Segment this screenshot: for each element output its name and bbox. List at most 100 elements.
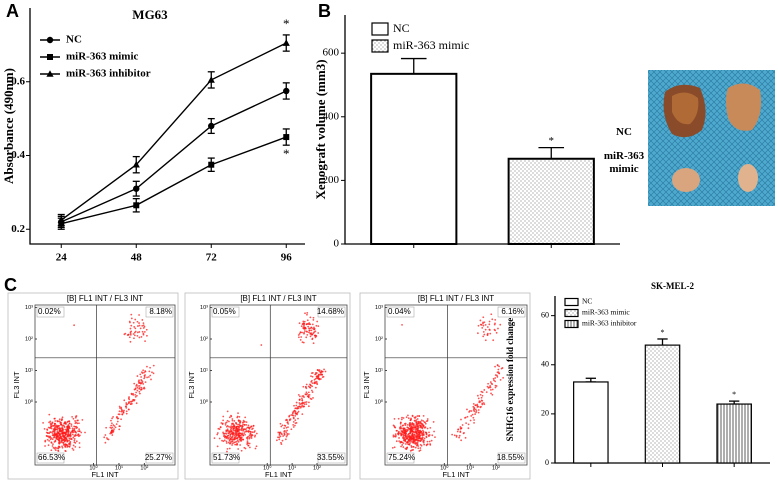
event-dot xyxy=(308,386,311,389)
event-dot xyxy=(225,442,228,444)
event-dot xyxy=(50,431,52,434)
event-dot xyxy=(229,426,232,429)
event-dot xyxy=(491,393,494,396)
event-dot xyxy=(307,325,310,328)
event-dot xyxy=(308,329,311,332)
event-dot xyxy=(404,434,407,437)
event-dot xyxy=(116,415,118,418)
event-dot xyxy=(68,437,71,440)
event-dot xyxy=(316,369,319,371)
photo-label: miR-363 mimic xyxy=(604,150,644,175)
event-dot xyxy=(423,437,426,440)
event-dot xyxy=(71,415,74,418)
event-dot xyxy=(309,397,312,400)
significance-mark: * xyxy=(661,328,665,337)
event-dot xyxy=(222,440,225,443)
event-dot xyxy=(240,429,243,432)
event-dot xyxy=(78,430,81,433)
event-dot xyxy=(60,429,63,432)
event-dot xyxy=(404,440,407,443)
event-dot xyxy=(301,331,303,334)
event-dot xyxy=(301,395,304,398)
event-dot xyxy=(227,432,230,434)
event-dot xyxy=(243,428,246,430)
event-dot xyxy=(297,334,300,336)
quadrant-events xyxy=(42,413,86,452)
event-dot xyxy=(314,377,317,380)
event-dot xyxy=(280,432,283,435)
event-dot xyxy=(118,410,121,413)
event-dot xyxy=(459,430,462,433)
event-dot xyxy=(399,425,402,428)
event-dot xyxy=(417,422,420,425)
event-dot xyxy=(429,444,432,446)
event-dot xyxy=(136,331,139,334)
event-dot xyxy=(489,385,492,387)
quadrant-label-bg xyxy=(145,452,174,464)
quadrant-label-bg xyxy=(317,306,346,318)
bar xyxy=(644,344,681,464)
event-dot xyxy=(226,450,228,453)
event-dot xyxy=(251,434,254,437)
event-dot xyxy=(298,402,301,404)
event-dot xyxy=(404,438,407,441)
event-dot xyxy=(138,379,140,382)
event-dot xyxy=(66,439,68,441)
event-dot xyxy=(53,429,56,432)
event-dot xyxy=(415,421,418,423)
event-dot xyxy=(222,432,225,435)
event-dot xyxy=(50,441,53,444)
event-dot xyxy=(421,427,424,430)
point xyxy=(57,216,65,223)
event-dot xyxy=(295,404,298,407)
event-dot xyxy=(237,448,240,450)
event-dot xyxy=(405,433,408,435)
event-dot xyxy=(230,438,233,441)
event-dot xyxy=(58,418,61,421)
event-dot xyxy=(424,422,427,425)
event-dot xyxy=(496,371,499,374)
event-dot xyxy=(414,446,417,449)
event-dot xyxy=(144,374,146,376)
event-dot xyxy=(241,425,244,427)
event-dot xyxy=(140,376,143,378)
event-dot xyxy=(417,430,419,432)
panel-label: B xyxy=(318,1,331,21)
event-dot xyxy=(413,419,416,422)
event-dot xyxy=(410,423,413,426)
plot-title: [B] FL1 INT / FL3 INT xyxy=(240,294,316,303)
y-tick-label: 0 xyxy=(545,458,549,467)
event-dot xyxy=(427,434,430,437)
event-dot xyxy=(109,432,112,435)
event-dot xyxy=(59,435,62,438)
event-dot xyxy=(494,380,497,383)
quadrant-label: 33.55% xyxy=(317,453,344,462)
y-tick-label: 400 xyxy=(323,110,340,122)
event-dot xyxy=(138,331,141,333)
event-dot xyxy=(324,370,327,373)
event-dot xyxy=(62,430,64,432)
event-dot xyxy=(421,433,423,436)
event-dot xyxy=(416,418,419,420)
event-dot xyxy=(69,434,72,437)
event-dot xyxy=(481,399,484,402)
event-dot xyxy=(413,426,416,429)
event-dot xyxy=(305,323,308,326)
event-dot xyxy=(64,436,66,439)
error-bar xyxy=(657,338,668,346)
event-dot xyxy=(70,438,73,441)
event-dot xyxy=(229,442,232,445)
event-dot xyxy=(69,442,72,445)
point xyxy=(207,76,215,83)
event-dot xyxy=(44,439,47,442)
x-tick-label: 72 xyxy=(206,252,218,264)
event-dot xyxy=(235,427,238,430)
error-bar xyxy=(538,146,565,160)
event-dot xyxy=(411,415,414,417)
event-dot xyxy=(311,382,314,385)
event-dot xyxy=(489,332,492,335)
event-dot xyxy=(297,336,300,339)
event-dot xyxy=(459,427,462,430)
event-dot xyxy=(112,429,115,432)
event-dot xyxy=(412,445,415,448)
